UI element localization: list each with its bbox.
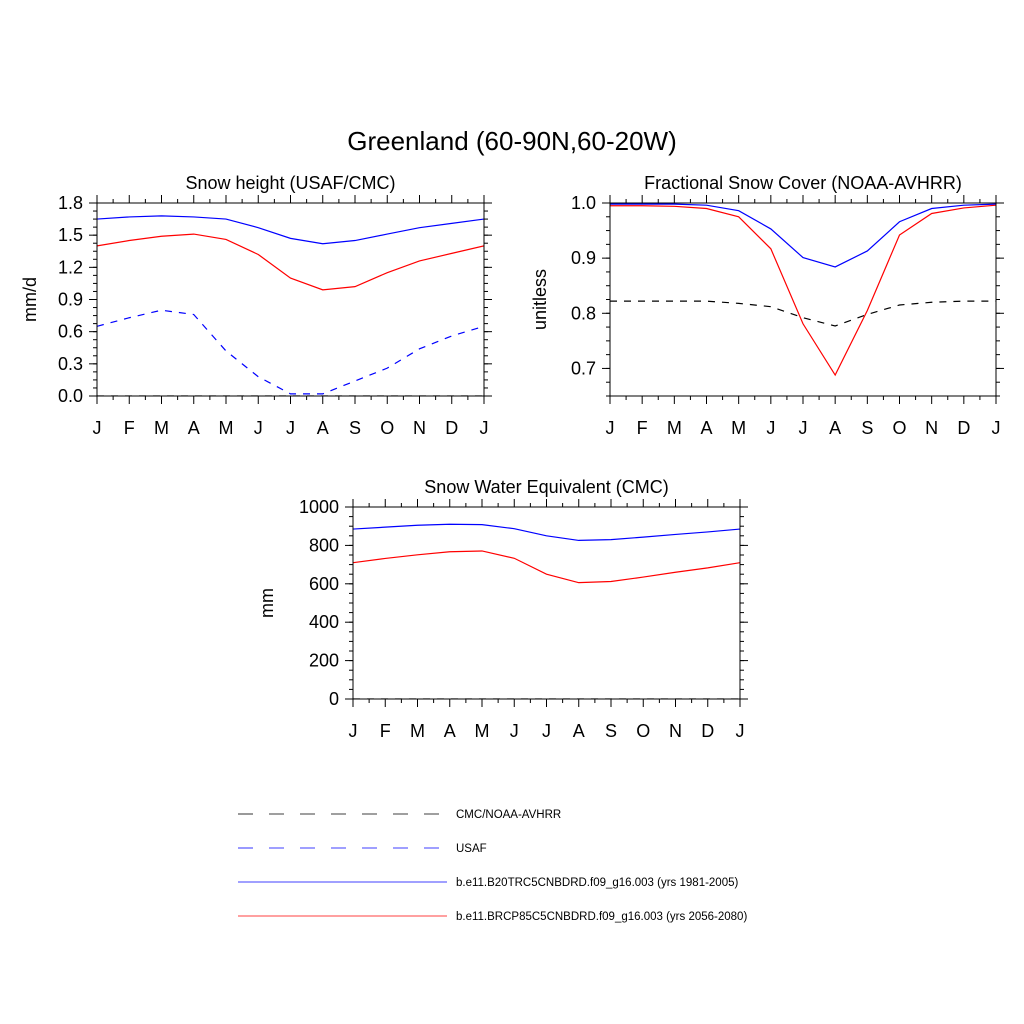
panel-fractional-snow-cover: Fractional Snow Cover (NOAA-AVHRR) unitle…: [530, 173, 1004, 438]
x-tick-label: J: [736, 721, 745, 741]
x-tick-label: D: [957, 418, 970, 438]
x-tick-label: O: [892, 418, 906, 438]
x-tick-label: A: [700, 418, 712, 438]
legend-label: CMC/NOAA-AVHRR: [456, 809, 561, 821]
y-tick-label: 0.6: [58, 322, 83, 342]
x-tick-label: J: [766, 418, 775, 438]
x-tick-label: J: [799, 418, 808, 438]
x-tick-label: N: [413, 418, 426, 438]
x-tick-label: M: [154, 418, 169, 438]
x-tick-label: A: [573, 721, 585, 741]
x-tick-label: A: [188, 418, 200, 438]
legend: CMC/NOAA-AVHRR USAF b.e11.B20TRC5CNBDRD.f0…: [238, 809, 747, 923]
x-tick-label: O: [636, 721, 650, 741]
x-tick-label: S: [605, 721, 617, 741]
plot-frame: [96, 202, 485, 397]
y-axis: 0.0 0.3 0.6 0.9 1.2 1.5 1.8: [58, 193, 492, 406]
x-tick-label: J: [93, 418, 102, 438]
y-tick-label: 0.7: [571, 358, 596, 378]
x-tick-label: J: [992, 418, 1001, 438]
series-line-usaf: [97, 309, 484, 395]
x-tick-label: M: [667, 418, 682, 438]
x-tick-label: J: [542, 721, 551, 741]
x-tick-label: J: [349, 721, 358, 741]
y-tick-label: 0.9: [58, 290, 83, 310]
x-tick-label: D: [701, 721, 714, 741]
x-tick-label: N: [925, 418, 938, 438]
x-tick-label: D: [445, 418, 458, 438]
y-tick-label: 0.9: [571, 248, 596, 268]
series-group: [97, 215, 484, 396]
y-axis-label: unitless: [530, 269, 550, 330]
x-tick-label: A: [317, 418, 329, 438]
y-tick-label: 1.0: [571, 193, 596, 213]
series-group: [610, 203, 996, 377]
y-tick-label: 0.3: [58, 354, 83, 374]
x-tick-label: S: [349, 418, 361, 438]
y-tick-label: 800: [309, 535, 339, 555]
y-tick-label: 1.2: [58, 257, 83, 277]
x-tick-label: M: [731, 418, 746, 438]
panel-snow-height: Snow height (USAF/CMC)mm/dJ F M A M J J A S O N D J0…: [20, 173, 492, 438]
y-tick-label: 0: [329, 689, 339, 709]
figure-title: Greenland (60-90N,60-20W): [347, 126, 677, 156]
panel-title: Snow Water Equivalent (CMC): [424, 477, 668, 497]
series-line-b-e11-brcp85c5cnbdrd-f09-g16-003-yrs-2056-2080-: [610, 204, 996, 377]
y-tick-label: 0.8: [571, 303, 596, 323]
series-line-b-e11-brcp85c5cnbdrd-f09-g16-003-yrs-2056-2080-: [353, 550, 740, 584]
legend-label: USAF: [456, 843, 487, 855]
x-tick-label: J: [510, 721, 519, 741]
y-axis-label: mm/d: [20, 277, 40, 322]
x-tick-label: J: [606, 418, 615, 438]
series-line-cmc-noaa-avhrr: [610, 300, 996, 327]
x-tick-label: O: [380, 418, 394, 438]
series-line-b-e11-b20trc5cnbdrd-f09-g16-003-yrs-1981-2005-: [97, 215, 484, 245]
y-tick-label: 0.0: [58, 386, 83, 406]
x-tick-label: F: [124, 418, 135, 438]
x-tick-label: F: [380, 721, 391, 741]
plot-frame: [609, 202, 997, 397]
y-axis: 0.7 0.8 0.9 1.0: [571, 193, 1004, 397]
panel-title: Fractional Snow Cover (NOAA-AVHRR): [644, 173, 962, 193]
y-tick-label: 600: [309, 574, 339, 594]
x-tick-label: J: [254, 418, 263, 438]
panel-title: Snow height (USAF/CMC): [185, 173, 395, 193]
y-axis-label: mm: [257, 588, 277, 618]
x-tick-label: J: [480, 418, 489, 438]
x-tick-label: J: [286, 418, 295, 438]
x-tick-label: F: [637, 418, 648, 438]
x-tick-label: A: [829, 418, 841, 438]
x-tick-label: M: [475, 721, 490, 741]
y-tick-label: 400: [309, 612, 339, 632]
x-tick-label: N: [669, 721, 682, 741]
x-tick-label: S: [861, 418, 873, 438]
panel-snow-water-equivalent: Snow Water Equivalent (CMC)mmJ F M A M J J A S O N…: [257, 477, 748, 741]
y-tick-label: 1.5: [58, 225, 83, 245]
series-group: [353, 523, 740, 699]
x-tick-label: M: [219, 418, 234, 438]
y-axis: 0 200 400 600 800 1000: [299, 497, 748, 709]
series-line-b-e11-b20trc5cnbdrd-f09-g16-003-yrs-1981-2005-: [353, 523, 740, 542]
y-tick-label: 1.8: [58, 193, 83, 213]
x-tick-label: M: [410, 721, 425, 741]
series-line-b-e11-b20trc5cnbdrd-f09-g16-003-yrs-1981-2005-: [610, 203, 996, 268]
legend-label: b.e11.B20TRC5CNBDRD.f09_g16.003 (yrs 198…: [456, 877, 738, 889]
y-tick-label: 200: [309, 651, 339, 671]
x-tick-label: A: [444, 721, 456, 741]
legend-label: b.e11.BRCP85C5CNBDRD.f09_g16.003 (yrs 20…: [456, 911, 747, 923]
y-tick-label: 1000: [299, 497, 339, 517]
series-line-b-e11-brcp85c5cnbdrd-f09-g16-003-yrs-2056-2080-: [97, 233, 484, 291]
